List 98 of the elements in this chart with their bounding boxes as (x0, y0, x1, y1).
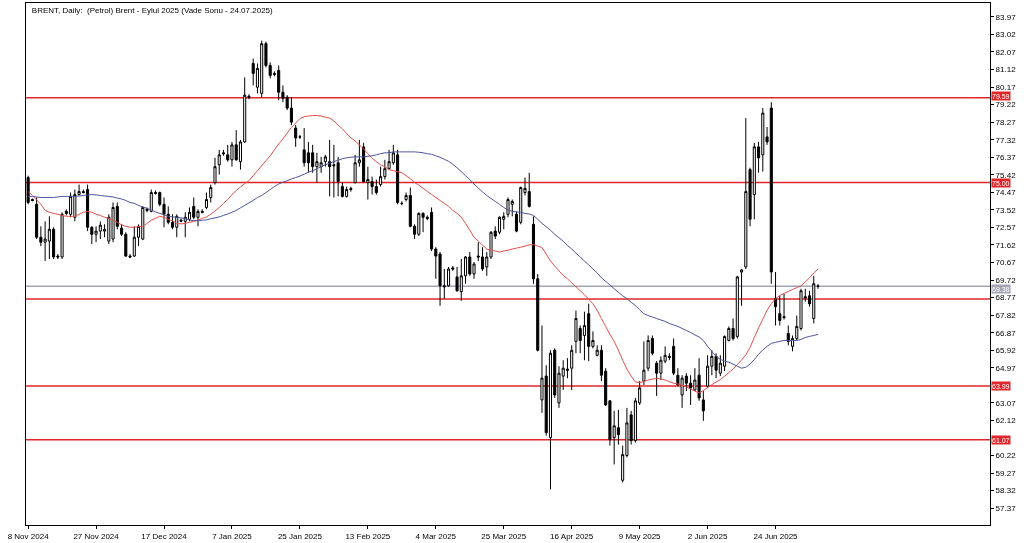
x-tick-label: 24 Jun 2025 (753, 531, 799, 541)
candlestick (714, 352, 718, 379)
candlestick (217, 149, 221, 176)
candlestick (332, 144, 336, 198)
candlestick (502, 211, 506, 230)
candlestick (480, 246, 485, 272)
y-tick-label: 62.12 (995, 416, 1017, 426)
y-tick-label: 76.37 (995, 153, 1017, 163)
candlestick (812, 275, 816, 324)
candlestick (510, 199, 514, 217)
candlestick (570, 344, 574, 391)
candlestick (744, 117, 748, 270)
x-tick-label: 2 Jun 2025 (687, 531, 728, 541)
candlestick (183, 211, 187, 238)
candlestick (706, 354, 710, 389)
candlestick (655, 360, 659, 397)
y-tick-label: 75.42 (995, 170, 1017, 180)
y-tick-label: 79.22 (995, 100, 1017, 110)
candlestick (47, 215, 51, 260)
y-tick-label: 78.27 (995, 117, 1017, 127)
candlestick (302, 127, 306, 168)
candlestick (204, 192, 209, 210)
y-tick-label: 72.57 (995, 223, 1017, 233)
y-tick-label: 73.52 (995, 205, 1017, 215)
x-tick-label: 7 Jan 2025 (212, 531, 253, 541)
y-tick-label: 68.77 (995, 293, 1017, 303)
candlestick (94, 225, 98, 243)
candlestick (340, 182, 344, 198)
candlestick (374, 179, 378, 196)
candlestick (497, 215, 502, 235)
x-tick-label: 4 Mar 2025 (415, 531, 457, 541)
x-tick-label: 17 Dec 2024 (141, 531, 188, 541)
candlestick (459, 258, 463, 302)
candlestick (740, 268, 744, 307)
candlestick (43, 220, 47, 262)
candlestick (769, 101, 773, 285)
x-tick-label: 16 Apr 2025 (550, 531, 594, 541)
y-tick-label: 77.32 (995, 135, 1017, 145)
candlestick (73, 189, 77, 222)
y-tick-label: 64.97 (995, 363, 1017, 373)
x-tick-label: 25 Jan 2025 (277, 531, 323, 541)
y-tick-label: 65.92 (995, 346, 1017, 356)
candlestick (587, 303, 591, 362)
candlestick (328, 139, 332, 197)
y-tick-label: 57.37 (995, 503, 1017, 513)
candlestick (213, 157, 217, 186)
x-tick-label: 8 Nov 2024 (7, 531, 50, 541)
x-tick-label: 9 May 2025 (618, 531, 662, 541)
candlestick (226, 144, 230, 163)
candlestick (209, 184, 213, 203)
y-tick-label: 74.47 (995, 188, 1017, 198)
y-tick-label: 80.17 (995, 82, 1017, 92)
y-tick-label: 69.72 (995, 275, 1017, 285)
candlestick (111, 201, 115, 243)
candlestick (132, 225, 136, 258)
candlestick (260, 40, 264, 98)
candlestick (548, 349, 553, 490)
candlestick (221, 149, 226, 157)
y-tick-label: 83.02 (995, 30, 1017, 40)
candlestick (289, 96, 293, 126)
x-tick-label: 25 Mar 2025 (481, 531, 527, 541)
y-tick-label: 60.22 (995, 451, 1017, 461)
candlestick (396, 149, 400, 205)
candlestick (527, 172, 531, 208)
y-tick-label: 63.07 (995, 398, 1017, 408)
candlestick (574, 310, 578, 354)
candlestick (774, 271, 778, 327)
candlestick (60, 211, 64, 260)
candlestick (277, 64, 281, 101)
x-tick-label: 27 Nov 2024 (73, 531, 120, 541)
candlestick (778, 295, 782, 327)
y-tick-label: 81.12 (995, 65, 1017, 75)
line-series (27, 151, 819, 369)
x-tick-label: 13 Feb 2025 (345, 531, 391, 541)
line-series (27, 114, 819, 394)
candlestick (438, 251, 442, 307)
candlestick (701, 390, 705, 422)
candlestick (417, 211, 421, 237)
candlestick (69, 192, 73, 218)
candlestick (672, 337, 676, 376)
y-tick-label: 59.27 (995, 468, 1017, 478)
candlestick (294, 124, 298, 148)
y-tick-label: 83.97 (995, 12, 1017, 22)
candlestick (98, 220, 102, 240)
candlestick (735, 275, 739, 339)
y-tick-label: 66.87 (995, 328, 1017, 338)
y-tick-label: 82.07 (995, 47, 1017, 57)
candlestick (506, 197, 510, 218)
candlestick (697, 357, 701, 402)
y-tick-label: 71.62 (995, 240, 1017, 250)
candlestick (421, 211, 425, 233)
candlestick (345, 186, 349, 198)
y-tick-label: 58.32 (995, 486, 1017, 496)
candlestick (149, 189, 153, 213)
candlestick (761, 107, 765, 173)
chart-title: BRENT, Daily: (Petrol) Brent - Eylul 2025 (Vade Sonu - 24.07.2025) (31, 5, 274, 15)
y-tick-label: 67.82 (995, 310, 1017, 320)
y-tick-label: 70.67 (995, 258, 1017, 268)
